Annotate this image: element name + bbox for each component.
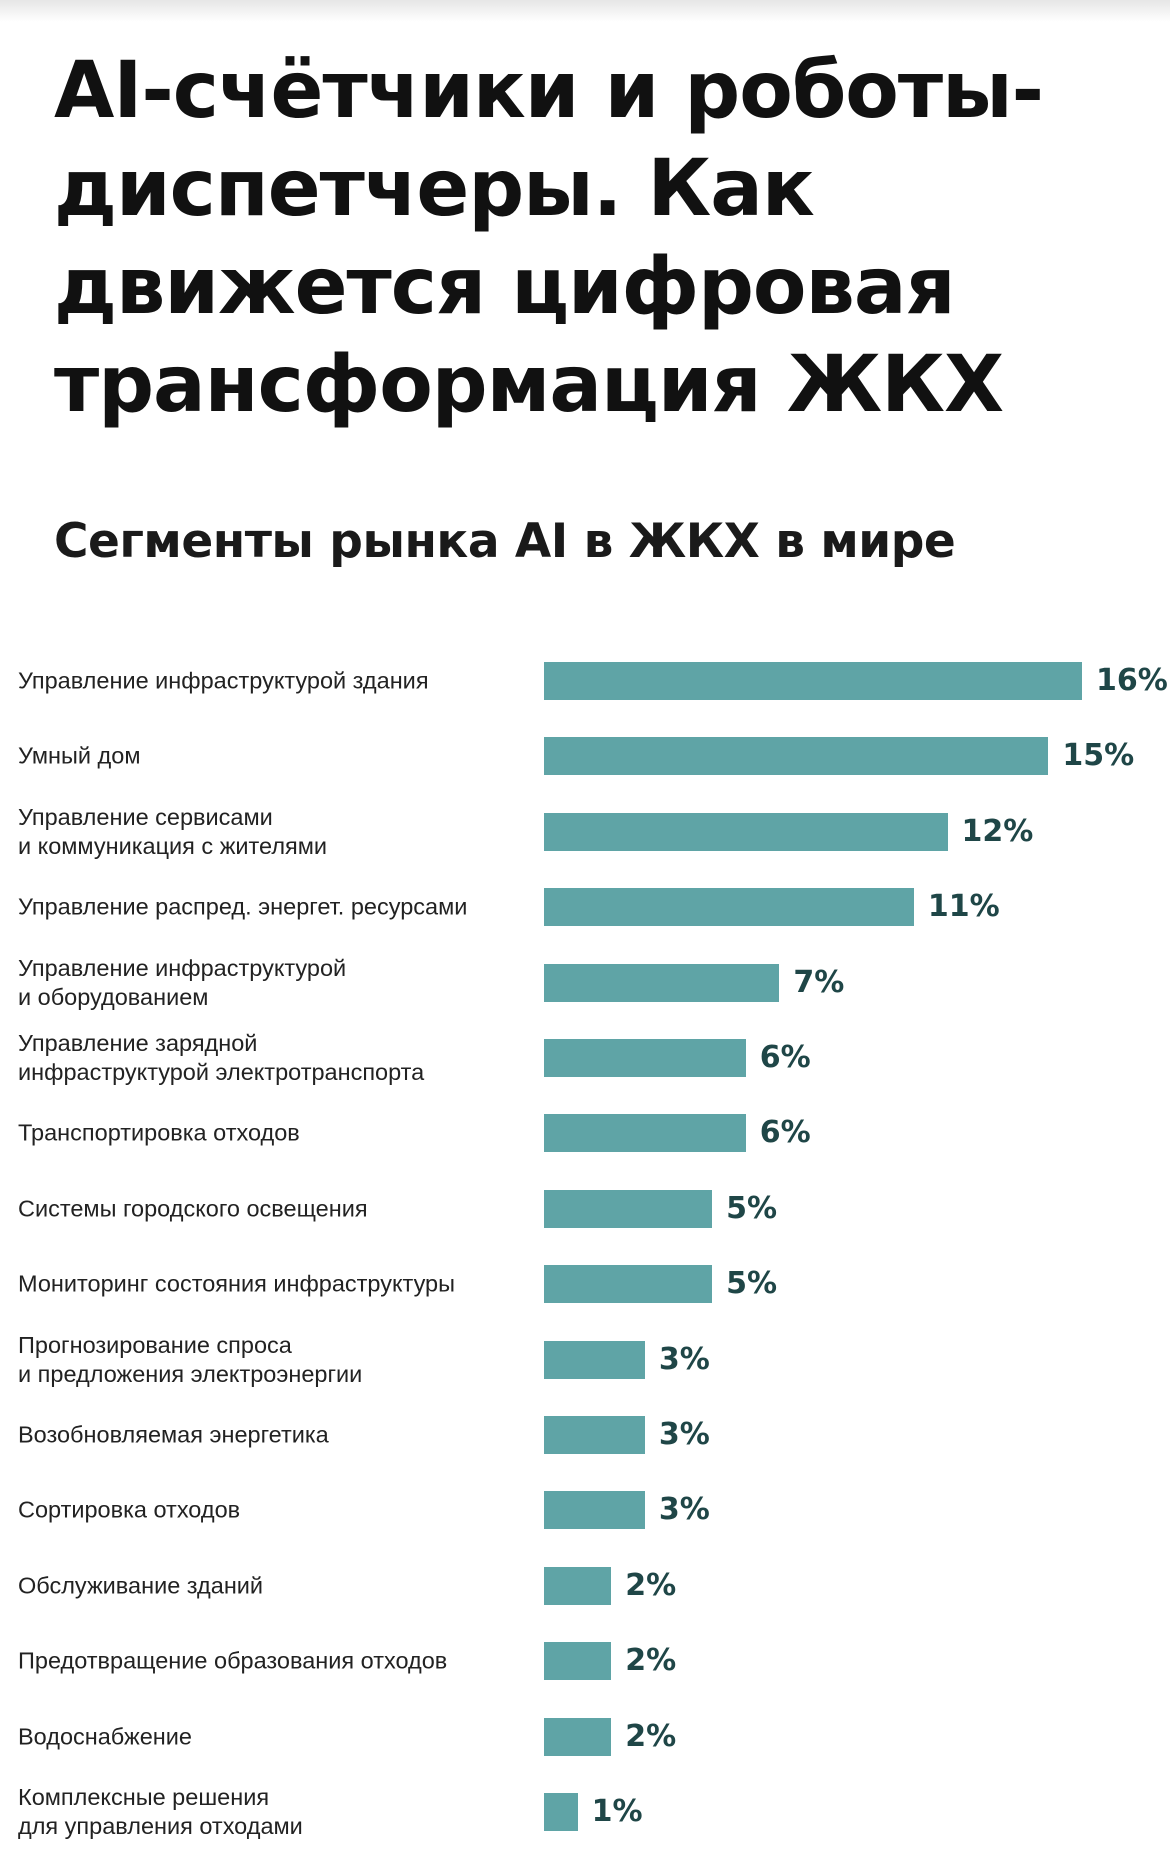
bar — [544, 1491, 645, 1530]
article-title-line: AI-счётчики и роботы- — [54, 46, 1044, 136]
chart-row: Управление инфраструктурой и оборудовани… — [0, 948, 1170, 1018]
category-label: Прогнозирование спроса и предложения эле… — [18, 1331, 363, 1387]
article-title-line: трансформация ЖКХ — [54, 340, 1004, 430]
category-label: Сортировка отходов — [18, 1496, 241, 1523]
bar — [544, 662, 1082, 700]
bar — [544, 737, 1049, 776]
value-label: 12% — [961, 813, 1034, 849]
category-label: Комплексные решения для управления отход… — [18, 1784, 303, 1839]
value-label: 6% — [759, 1115, 811, 1151]
category-label: Мониторинг состояния инфраструктуры — [18, 1270, 456, 1297]
article-title-line: диспетчеры. Как — [54, 144, 815, 234]
bar — [544, 1340, 645, 1379]
category-label: Умный дом — [18, 742, 141, 769]
chart-row: Транспортировка отходов 6% — [0, 1098, 1170, 1168]
category-label: Обслуживание зданий — [18, 1572, 264, 1599]
chart-row: Управление сервисами и коммуникация с жи… — [0, 797, 1170, 867]
value-label: 3% — [658, 1341, 710, 1377]
bar — [544, 812, 948, 851]
chart-row: Умный дом 15% — [0, 721, 1170, 791]
bar — [544, 888, 914, 927]
bar — [544, 963, 780, 1002]
category-label: Управление зарядной инфраструктурой элек… — [18, 1030, 425, 1085]
chart-row: Возобновляемая энергетика 3% — [0, 1400, 1170, 1470]
category-label: Предотвращение образования отходов — [18, 1647, 448, 1674]
value-label: 1% — [591, 1794, 643, 1829]
bar — [544, 1793, 578, 1831]
category-label: Системы городского освещения — [18, 1195, 368, 1222]
bar — [544, 1566, 612, 1605]
category-label: Управление распред. энергет. ресурсами — [18, 893, 468, 920]
chart-row: Мониторинг состояния инфраструктуры 5% — [0, 1249, 1170, 1319]
value-label: 5% — [726, 1266, 778, 1302]
value-label: 6% — [759, 1040, 811, 1075]
value-label: 3% — [658, 1417, 710, 1452]
category-label: Управление инфраструктурой и оборудовани… — [18, 954, 347, 1010]
bar-chart: Управление инфраструктурой здания 16% Умны… — [0, 640, 1170, 1860]
chart-row: Управление инфраструктурой здания 16% — [0, 646, 1170, 716]
chart-row: Водоснабжение 2% — [0, 1702, 1170, 1772]
chart-row: Управление распред. энергет. ресурсами 11… — [0, 872, 1170, 942]
category-label: Управление сервисами и коммуникация с жи… — [18, 803, 328, 859]
chart-row: Управление зарядной инфраструктурой элек… — [0, 1023, 1170, 1093]
chart-row: Обслуживание зданий 2% — [0, 1551, 1170, 1621]
value-label: 2% — [625, 1567, 677, 1603]
chart-row: Комплексные решения для управления отход… — [0, 1777, 1170, 1847]
chart-row: Предотвращение образования отходов 2% — [0, 1626, 1170, 1696]
category-label: Возобновляемая энергетика — [18, 1421, 329, 1448]
value-label: 15% — [1062, 738, 1135, 774]
chart-row: Прогнозирование спроса и предложения эле… — [0, 1325, 1170, 1395]
bar — [544, 1189, 713, 1228]
category-label: Водоснабжение — [18, 1723, 192, 1750]
top-shade — [0, 0, 1170, 22]
value-label: 7% — [793, 964, 845, 1000]
value-label: 3% — [658, 1492, 710, 1528]
article-title: AI-счётчики и роботы- диспетчеры. Как дв… — [54, 42, 1134, 434]
bar — [544, 1039, 746, 1077]
category-label: Управление инфраструктурой здания — [18, 667, 429, 694]
article-title-line: движется цифровая — [54, 242, 956, 332]
value-label: 11% — [927, 889, 1000, 925]
value-label: 5% — [726, 1190, 778, 1226]
bar — [544, 1114, 746, 1153]
bar — [544, 1642, 612, 1681]
chart-row: Системы городского освещения 5% — [0, 1174, 1170, 1244]
value-label: 2% — [625, 1643, 677, 1679]
bar — [544, 1717, 612, 1756]
value-label: 16% — [1096, 663, 1168, 698]
chart-title: Сегменты рынка AI в ЖКХ в мире — [54, 514, 956, 569]
bar — [544, 1416, 645, 1454]
bar — [544, 1265, 713, 1304]
category-label: Транспортировка отходов — [18, 1119, 300, 1146]
value-label: 2% — [625, 1718, 677, 1754]
chart-row: Сортировка отходов 3% — [0, 1475, 1170, 1545]
